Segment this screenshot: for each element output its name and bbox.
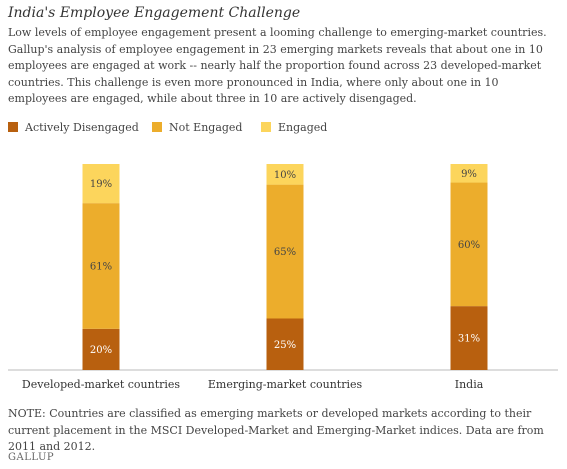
bar-india-actively-disengaged — [450, 306, 488, 370]
data-label-india-engaged: 9% — [461, 169, 477, 180]
legend-swatch-not-engaged — [152, 122, 162, 132]
bar-india-not-engaged — [450, 182, 488, 307]
gallup-logo: GALLUP — [8, 452, 55, 463]
bar-emerging-market-countries-engaged — [266, 164, 304, 185]
data-label-developed-market-countries-not-engaged: 61% — [90, 261, 112, 272]
bars-group: 20% 61% 19% Developed-market countries 25% 65… — [22, 164, 488, 391]
chart-description: Low levels of employee engagement presen… — [8, 26, 547, 105]
legend-item-not-engaged: Not Engaged — [152, 121, 242, 134]
bar-emerging-market-countries-not-engaged — [266, 184, 304, 319]
bar-developed-market-countries-not-engaged — [82, 203, 120, 329]
data-label-emerging-market-countries-engaged: 10% — [274, 170, 296, 181]
legend-item-engaged: Engaged — [261, 121, 327, 134]
chart-title: India's Employee Engagement Challenge — [8, 5, 301, 21]
data-label-india-not-engaged: 60% — [458, 240, 480, 251]
x-tick-label-developed-market-countries: Developed-market countries — [22, 378, 181, 391]
x-tick-label-emerging-market-countries: Emerging-market countries — [208, 378, 363, 391]
bar-developed-market-countries-actively-disengaged — [82, 328, 120, 370]
legend-label-not-engaged: Not Engaged — [169, 121, 243, 134]
bar-india-engaged — [450, 164, 488, 183]
data-label-developed-market-countries-engaged: 19% — [90, 179, 112, 190]
footnote: NOTE: Countries are classified as emergi… — [8, 407, 544, 453]
x-tick-label-india: India — [455, 378, 484, 391]
data-label-india-actively-disengaged: 31% — [458, 334, 480, 345]
legend-swatch-actively-disengaged — [8, 122, 18, 132]
stacked-bar-chart: 20% 61% 19% Developed-market countries 25% 65… — [8, 164, 558, 391]
bar-developed-market-countries-engaged — [82, 164, 120, 204]
legend-label-actively-disengaged: Actively Disengaged — [25, 121, 139, 134]
bar-emerging-market-countries-actively-disengaged — [266, 318, 304, 370]
data-label-developed-market-countries-actively-disengaged: 20% — [90, 345, 112, 356]
legend-swatch-engaged — [261, 122, 271, 132]
legend-label-engaged: Engaged — [278, 121, 328, 134]
data-label-emerging-market-countries-actively-disengaged: 25% — [274, 340, 296, 351]
legend-item-actively-disengaged: Actively Disengaged — [8, 121, 139, 134]
data-label-emerging-market-countries-not-engaged: 65% — [274, 247, 296, 258]
